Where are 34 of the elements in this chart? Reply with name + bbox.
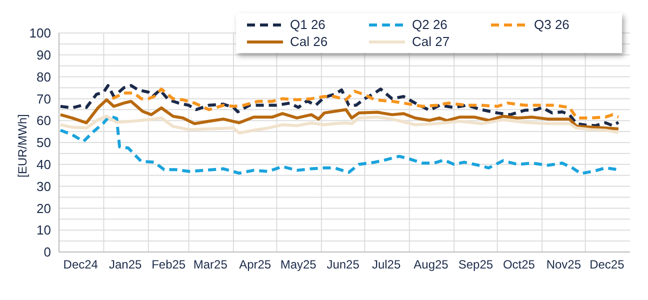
x-tick-label: Dec24 (63, 258, 98, 272)
x-tick-label: May25 (280, 258, 317, 272)
x-tick-label: Jul25 (372, 258, 401, 272)
legend-label: Q1 26 (290, 17, 326, 32)
y-tick-label: 10 (36, 222, 51, 238)
x-tick-label: Apr25 (239, 258, 272, 272)
y-tick-label: 0 (44, 244, 51, 260)
line-series (59, 98, 620, 130)
x-tick-label: Nov25 (546, 258, 582, 272)
y-tick-label: 100 (29, 26, 51, 41)
y-tick-label: 30 (36, 178, 51, 194)
legend-label: Q2 26 (412, 17, 448, 32)
y-axis-title: [EUR/MWh] (15, 114, 30, 178)
x-tick-label: Jan25 (108, 258, 142, 272)
y-tick-label: 80 (36, 69, 51, 84)
x-tick-label: Sep25 (458, 258, 494, 272)
x-tick-label: Feb25 (152, 258, 186, 272)
y-tick-label: 40 (36, 157, 51, 172)
line-series (110, 88, 620, 120)
x-tick-label: Mar25 (193, 258, 228, 272)
legend-label: Cal 27 (412, 34, 450, 49)
line-series (59, 84, 620, 128)
x-tick-label: Aug25 (414, 258, 449, 272)
y-tick-label: 70 (36, 91, 51, 106)
x-tick-label: Jun25 (326, 258, 360, 272)
x-tick-label: Oct25 (502, 258, 536, 272)
y-tick-label: 90 (36, 48, 51, 63)
x-tick-label: Dec25 (590, 258, 625, 272)
legend-label: Q3 26 (534, 17, 570, 32)
legend-label: Cal 26 (290, 34, 328, 49)
line-series (59, 114, 620, 135)
y-tick-label: 50 (36, 135, 51, 150)
y-tick-label: 60 (36, 113, 51, 128)
y-tick-label: 20 (36, 200, 51, 216)
